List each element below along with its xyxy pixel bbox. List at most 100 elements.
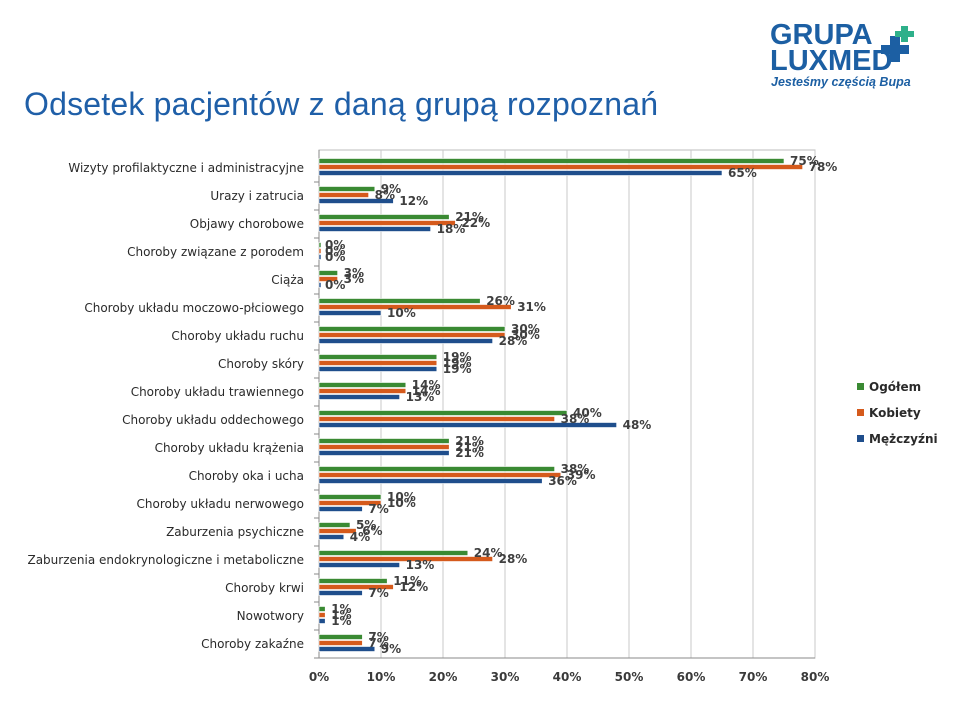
data-label: 13% <box>406 390 435 404</box>
x-tick-label: 40% <box>553 670 582 684</box>
bar-1 <box>318 248 322 254</box>
data-label: 14% <box>412 378 441 392</box>
bar-1 <box>318 500 382 506</box>
category-label: Choroby układu trawiennego <box>131 385 304 399</box>
bar-1 <box>318 472 562 478</box>
data-label: 38% <box>561 412 590 426</box>
bar-0 <box>318 410 568 416</box>
x-tick-label: 70% <box>739 670 768 684</box>
bar-2 <box>318 366 438 372</box>
data-label: 31% <box>517 300 546 314</box>
data-label: 19% <box>443 356 472 370</box>
bar-2 <box>318 254 322 260</box>
data-label: 12% <box>399 194 428 208</box>
bar-1 <box>318 360 438 366</box>
category-labels: Wizyty profilaktyczne i administracyjne U… <box>27 161 319 659</box>
bar-1 <box>318 584 394 590</box>
data-label: 13% <box>406 558 435 572</box>
data-label: 7% <box>368 636 388 650</box>
bar-0 <box>318 298 481 304</box>
bar-0 <box>318 550 469 556</box>
category-label: Choroby układu krążenia <box>155 441 304 455</box>
legend-label: Ogółem <box>869 380 921 394</box>
data-label: 7% <box>368 502 388 516</box>
data-label: 11% <box>393 574 422 588</box>
category-label: Choroby skóry <box>218 357 304 371</box>
cross-icon <box>881 26 914 62</box>
legend: Ogółem Kobiety Mężczyźni <box>857 380 938 446</box>
bar-0 <box>318 382 407 388</box>
bar-1 <box>318 220 456 226</box>
legend-swatch <box>857 383 864 390</box>
data-label: 14% <box>412 384 441 398</box>
data-label: 1% <box>331 602 351 616</box>
bar-0 <box>318 326 506 332</box>
category-label: Choroby układu ruchu <box>171 329 304 343</box>
bar-1 <box>318 304 512 310</box>
logo-line-2: LUXMED <box>770 45 892 77</box>
bar-2 <box>318 338 493 344</box>
data-label: 78% <box>809 160 838 174</box>
bar-2 <box>318 226 431 232</box>
bar-2 <box>318 198 394 204</box>
bar-2 <box>318 310 382 316</box>
legend-swatch <box>857 435 864 442</box>
category-label: Choroby układu nerwowego <box>137 497 304 511</box>
data-label: 12% <box>399 580 428 594</box>
bar-0 <box>318 242 322 248</box>
category-label: Objawy chorobowe <box>190 217 304 231</box>
x-tick-label: 80% <box>801 670 830 684</box>
bar-1 <box>318 276 338 282</box>
x-tick-label: 60% <box>677 670 706 684</box>
category-label: Urazy i zatrucia <box>210 189 304 203</box>
data-label: 0% <box>325 250 345 264</box>
data-label: 0% <box>325 244 345 258</box>
data-label: 75% <box>790 154 819 168</box>
data-label: 0% <box>325 238 345 252</box>
bar-1 <box>318 416 555 422</box>
data-label: 7% <box>368 630 388 644</box>
data-label: 19% <box>443 350 472 364</box>
data-label: 21% <box>455 210 484 224</box>
bar-0 <box>318 466 555 472</box>
logo-line-1: GRUPA <box>770 19 873 51</box>
x-tick-label: 50% <box>615 670 644 684</box>
data-label: 39% <box>567 468 596 482</box>
data-label: 28% <box>499 334 528 348</box>
x-tick-label: 10% <box>367 670 396 684</box>
bar-2 <box>318 394 400 400</box>
data-labels: 75%78%65%9%8% 12%21%22%18%0%0%0%3%3%0%26%… <box>325 154 837 656</box>
bar-0 <box>318 354 438 360</box>
category-label: Choroby układu moczowo-płciowego <box>84 301 304 315</box>
data-label: 21% <box>455 434 484 448</box>
bar-0 <box>318 438 450 444</box>
category-label: Choroby krwi <box>225 581 304 595</box>
data-label: 26% <box>486 294 515 308</box>
bar-2 <box>318 422 617 428</box>
luxmed-logo-graphic: GRUPA LUXMED Jesteśmy częścią Bupa <box>770 19 914 89</box>
bar-2 <box>318 170 723 176</box>
bar-2 <box>318 534 345 540</box>
data-label: 9% <box>381 642 401 656</box>
category-label: Choroby zakaźne <box>201 637 304 651</box>
data-label: 6% <box>362 524 382 538</box>
bar-1 <box>318 528 357 534</box>
bar-2 <box>318 478 543 484</box>
category-label: Zaburzenia endokrynologiczne i metabolic… <box>27 553 304 567</box>
legend-swatch <box>857 409 864 416</box>
bars <box>318 158 803 652</box>
legend-label: Kobiety <box>869 406 921 420</box>
data-label: 10% <box>387 496 416 510</box>
bar-0 <box>318 158 785 164</box>
bar-1 <box>318 164 803 170</box>
bar-1 <box>318 192 369 198</box>
x-tick-label: 0% <box>309 670 329 684</box>
bar-1 <box>318 388 407 394</box>
category-label: Nowotwory <box>237 609 304 623</box>
data-label: 18% <box>437 222 466 236</box>
data-label: 21% <box>455 446 484 460</box>
bar-1 <box>318 556 493 562</box>
data-label: 3% <box>344 272 364 286</box>
bar-0 <box>318 270 338 276</box>
